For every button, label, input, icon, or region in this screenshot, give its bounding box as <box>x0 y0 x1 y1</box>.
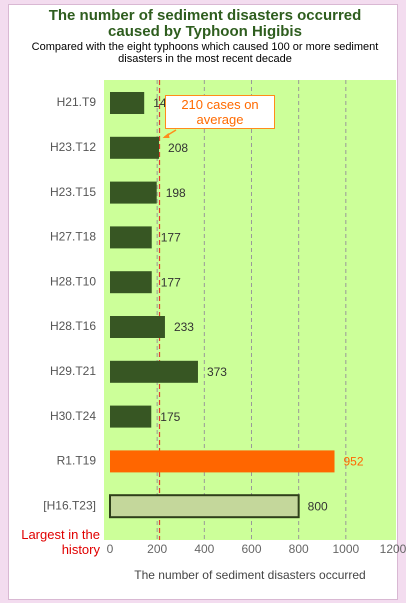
value-label: 175 <box>160 410 180 424</box>
x-tick-label: 400 <box>194 542 214 556</box>
value-label: 208 <box>168 141 188 155</box>
bar <box>110 92 145 114</box>
y-tick-label: [H16.T23] <box>43 498 96 512</box>
x-tick-label: 800 <box>289 542 309 556</box>
x-tick-label: 1000 <box>332 542 359 556</box>
value-label: 177 <box>161 231 181 245</box>
y-tick-label: H27.T18 <box>50 230 96 244</box>
y-tick-label: H23.T15 <box>50 185 96 199</box>
x-tick-label: 600 <box>241 542 261 556</box>
bar <box>110 181 157 204</box>
bar <box>110 450 335 473</box>
chart-subtitle: Compared with the eight typhoons which c… <box>31 41 379 65</box>
bar <box>110 136 160 159</box>
bar <box>110 316 165 338</box>
chart-title: The number of sediment disasters occurre… <box>48 7 362 40</box>
bar <box>110 405 152 428</box>
value-label: 177 <box>161 275 181 289</box>
bar <box>110 271 152 294</box>
y-tick-label: H21.T9 <box>57 95 97 109</box>
arrow-head <box>162 133 170 138</box>
y-tick-label: R1.T19 <box>57 454 97 468</box>
bar <box>110 360 198 383</box>
x-tick-label: 0 <box>107 542 114 556</box>
y-tick-label: H29.T21 <box>50 364 96 378</box>
x-axis-title: The number of sediment disasters occurre… <box>134 568 365 582</box>
value-label: 233 <box>174 320 194 334</box>
y-tick-label: H23.T12 <box>50 140 96 154</box>
reference-label: 210 cases on average <box>165 95 275 129</box>
x-tick-label: 1200 <box>380 542 406 556</box>
bar <box>110 226 152 249</box>
value-label: 373 <box>207 365 227 379</box>
y-tick-label: H28.T10 <box>50 274 96 288</box>
value-label: 952 <box>344 455 364 469</box>
value-label: 800 <box>308 499 328 513</box>
annotation: Largest in the history <box>21 527 100 557</box>
bar <box>109 494 300 519</box>
value-label: 198 <box>166 186 186 200</box>
x-tick-label: 200 <box>147 542 167 556</box>
y-tick-label: H28.T16 <box>50 319 96 333</box>
y-tick-label: H30.T24 <box>50 409 96 423</box>
